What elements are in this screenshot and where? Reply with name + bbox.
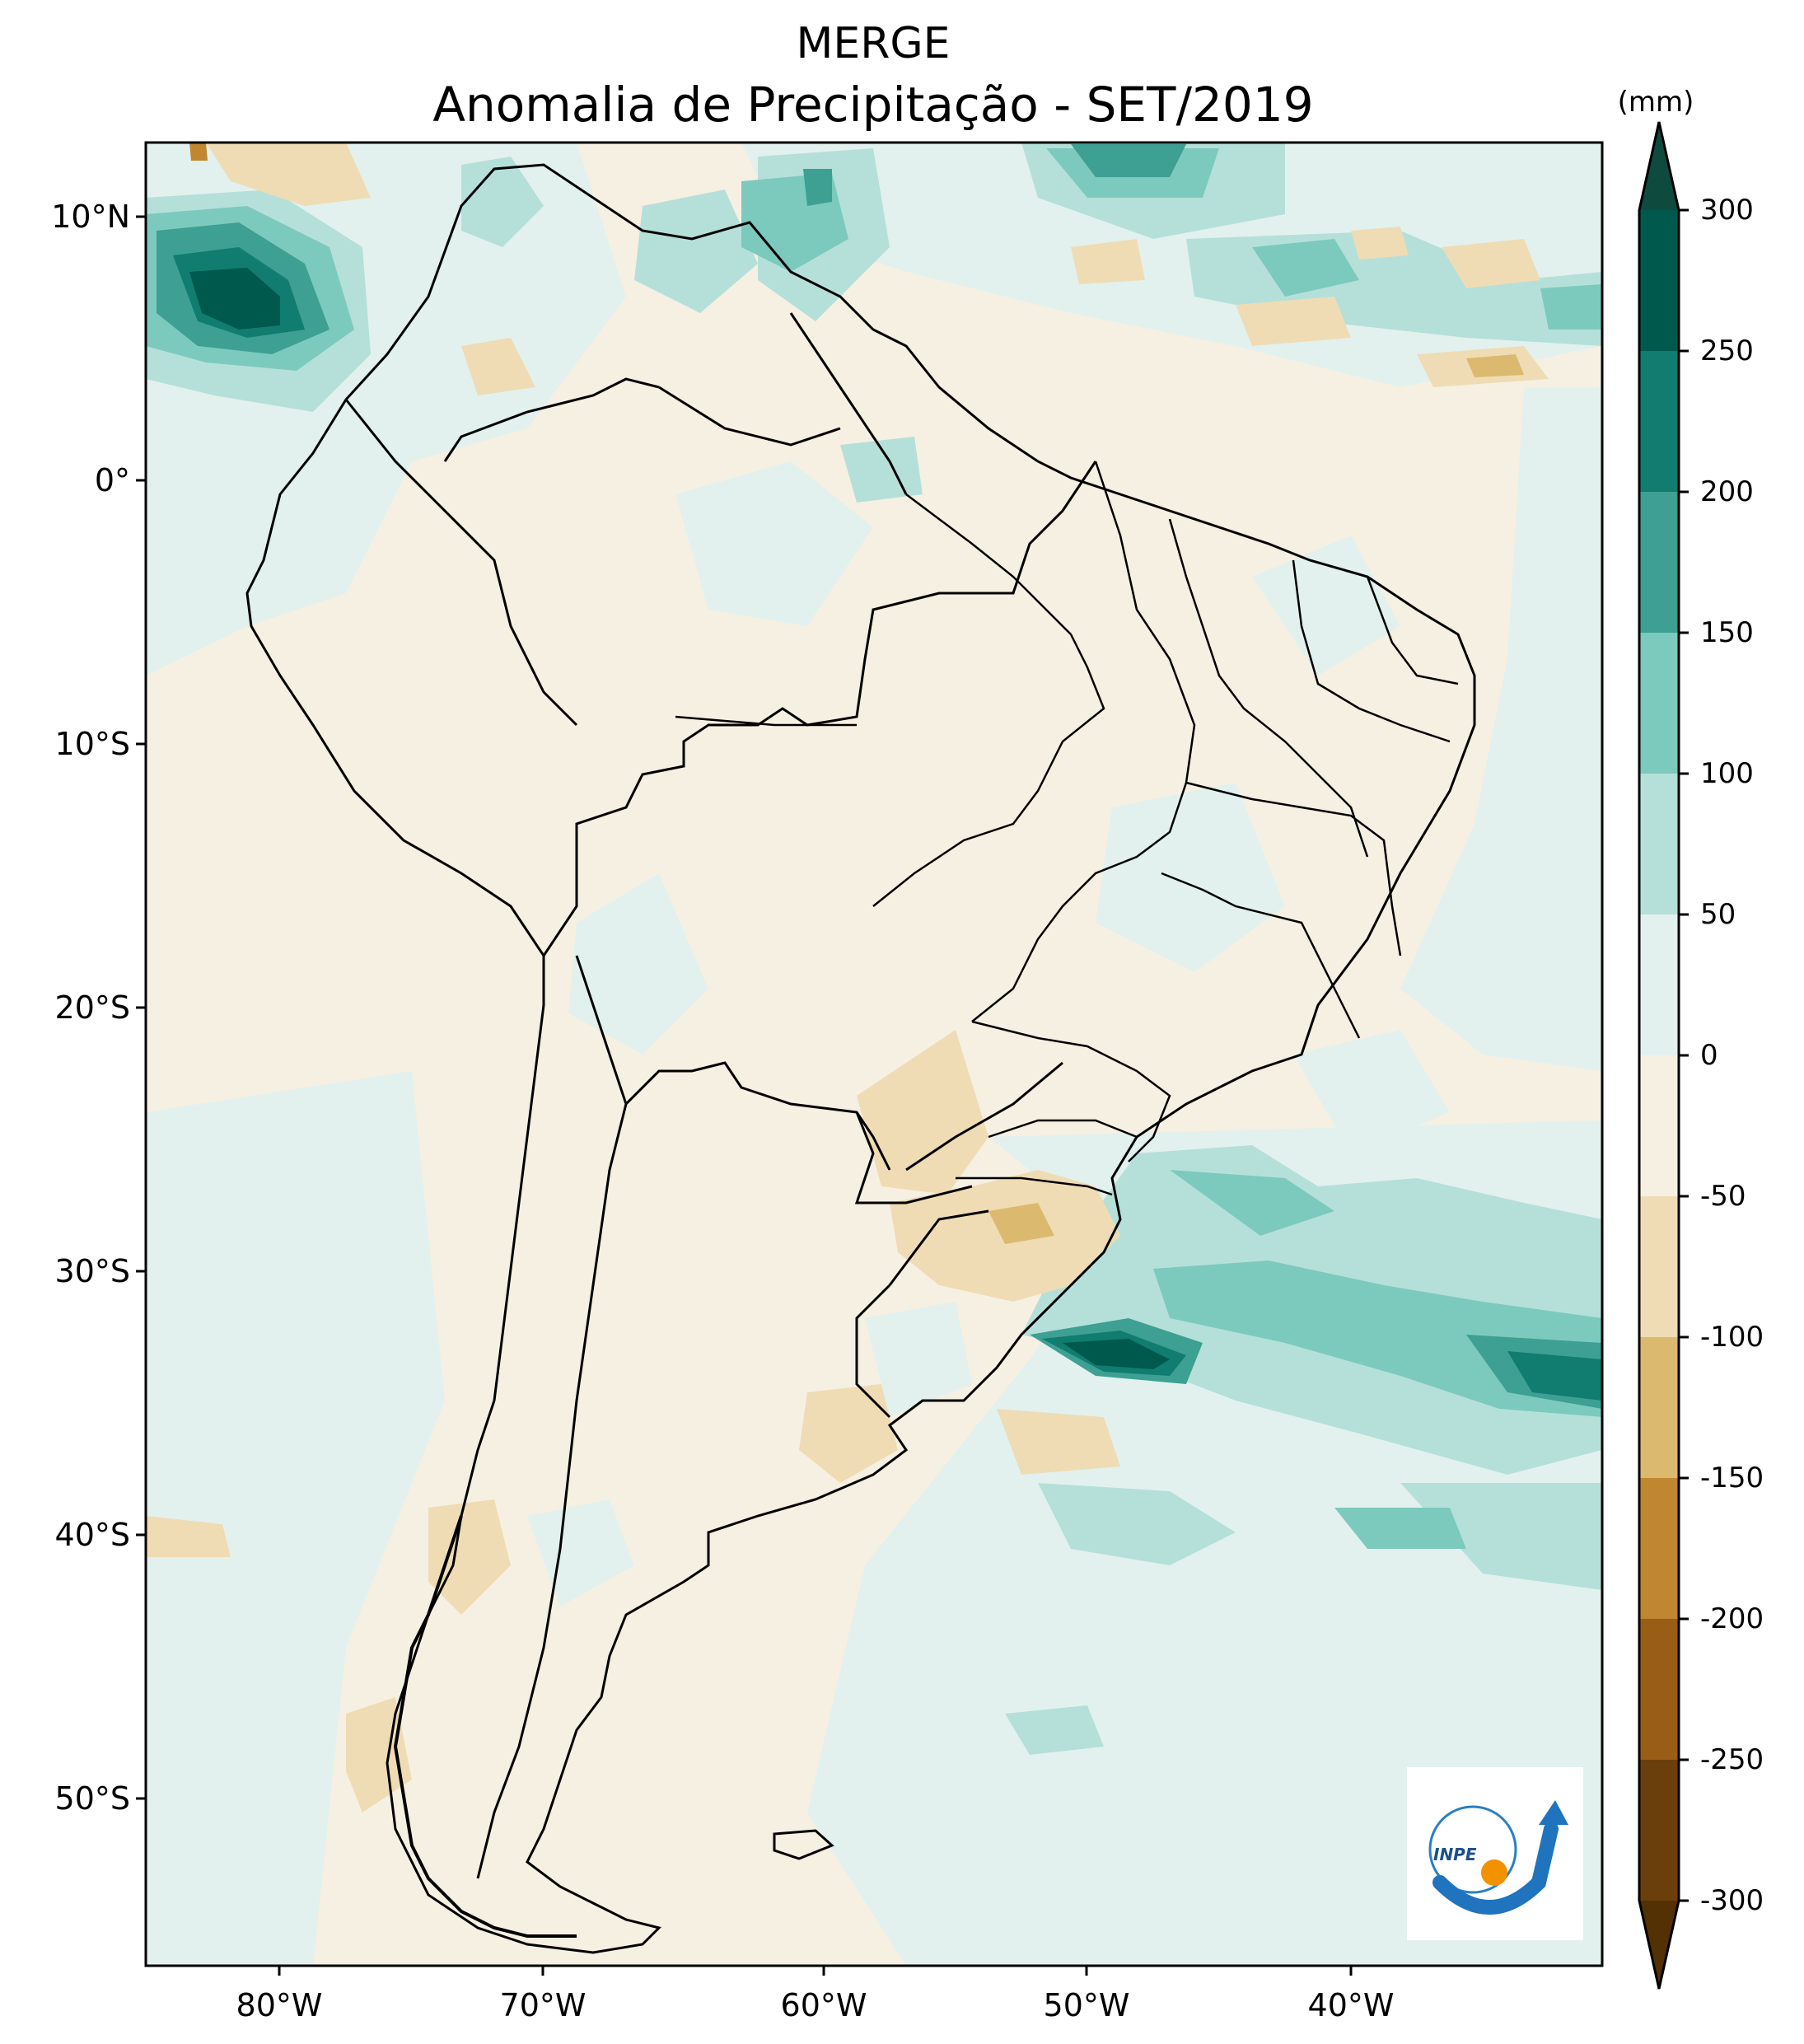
colorbar-label-100: 100 <box>1700 757 1754 790</box>
lon-label-80w: 80°W <box>236 1987 323 2023</box>
colorbar-unit-label: (mm) <box>1617 86 1694 119</box>
colorbar-segment-100-150 <box>1639 633 1679 774</box>
chile-coast-islands <box>393 1515 577 1938</box>
inpe-logo-graphic <box>1428 1800 1568 1915</box>
lon-label-70w: 70°W <box>499 1987 587 2023</box>
colorbar-segment-minus150-minus100 <box>1639 1337 1679 1478</box>
colorbar-label-minus250: -250 <box>1700 1743 1764 1776</box>
colorbar-segment-minus200-minus150 <box>1639 1478 1679 1619</box>
colorbar-segment-150-200 <box>1639 492 1679 633</box>
lon-label-60w: 60°W <box>780 1987 867 2023</box>
map-title: MERGE <box>796 19 951 68</box>
lat-label-30s: 30°S <box>54 1253 130 1289</box>
lon-label-40w: 40°W <box>1307 1987 1395 2023</box>
lat-label-20s: 20°S <box>54 989 130 1026</box>
colorbar-label-minus300: -300 <box>1700 1884 1764 1917</box>
anomaly-250-300-areas <box>189 268 1170 1369</box>
colorbar-bottom-extension <box>1639 1901 1679 1989</box>
brazil-state-borders <box>675 461 1459 1196</box>
lon-label-50w: 50°W <box>1043 1987 1130 2023</box>
lat-label-40s: 40°S <box>54 1517 130 1553</box>
lat-label-10n: 10°N <box>51 199 130 235</box>
colorbar-segment-minus300-minus250 <box>1639 1760 1679 1901</box>
colorbar-ticks <box>1679 208 1689 1902</box>
colorbar-label-150: 150 <box>1700 616 1754 649</box>
axis-ticks <box>136 215 1353 1976</box>
anomaly-minus-100-150-areas <box>988 354 1524 1244</box>
inpe-logo-text: INPE <box>1433 1845 1477 1864</box>
anomaly-field <box>146 143 1602 1966</box>
colorbar-label-50: 50 <box>1700 898 1736 931</box>
colorbar-top-extension <box>1639 122 1679 210</box>
country-borders <box>344 312 1097 1879</box>
map-frame <box>144 141 1604 1967</box>
colorbar-label-minus150: -150 <box>1700 1462 1764 1494</box>
continent-outline <box>245 163 1476 1954</box>
colorbar-segment-250-300 <box>1639 210 1679 351</box>
colorbar-segment-minus50-0 <box>1639 1055 1679 1196</box>
colorbar-label-minus200: -200 <box>1700 1602 1764 1635</box>
lat-label-10s: 10°S <box>54 726 130 762</box>
coastline-and-borders <box>245 163 1476 1954</box>
colorbar-segment-200-250 <box>1639 351 1679 492</box>
anomaly-minus-150-200-areas <box>189 143 208 161</box>
colorbar-label-0: 0 <box>1700 1039 1718 1072</box>
colorbar-label-300: 300 <box>1700 194 1754 227</box>
inpe-logo: INPE <box>1407 1767 1583 1940</box>
colorbar-label-minus50: -50 <box>1700 1180 1746 1213</box>
colorbar <box>1638 121 1689 1990</box>
colorbar-segment-minus100-minus50 <box>1639 1196 1679 1337</box>
colorbar-segment-0-50 <box>1639 914 1679 1055</box>
colorbar-label-250: 250 <box>1700 334 1754 367</box>
colorbar-segment-50-100 <box>1639 774 1679 914</box>
falkland-islands <box>773 1829 834 1860</box>
lat-label-0: 0° <box>94 462 130 498</box>
colorbar-segment-minus250-minus200 <box>1639 1619 1679 1760</box>
anomaly-minus-50-100-areas <box>146 143 1549 1812</box>
colorbar-label-200: 200 <box>1700 475 1754 508</box>
lat-label-50s: 50°S <box>54 1780 130 1817</box>
colorbar-label-minus100: -100 <box>1700 1321 1764 1354</box>
map-subtitle: Anomalia de Precipitação - SET/2019 <box>432 77 1314 133</box>
